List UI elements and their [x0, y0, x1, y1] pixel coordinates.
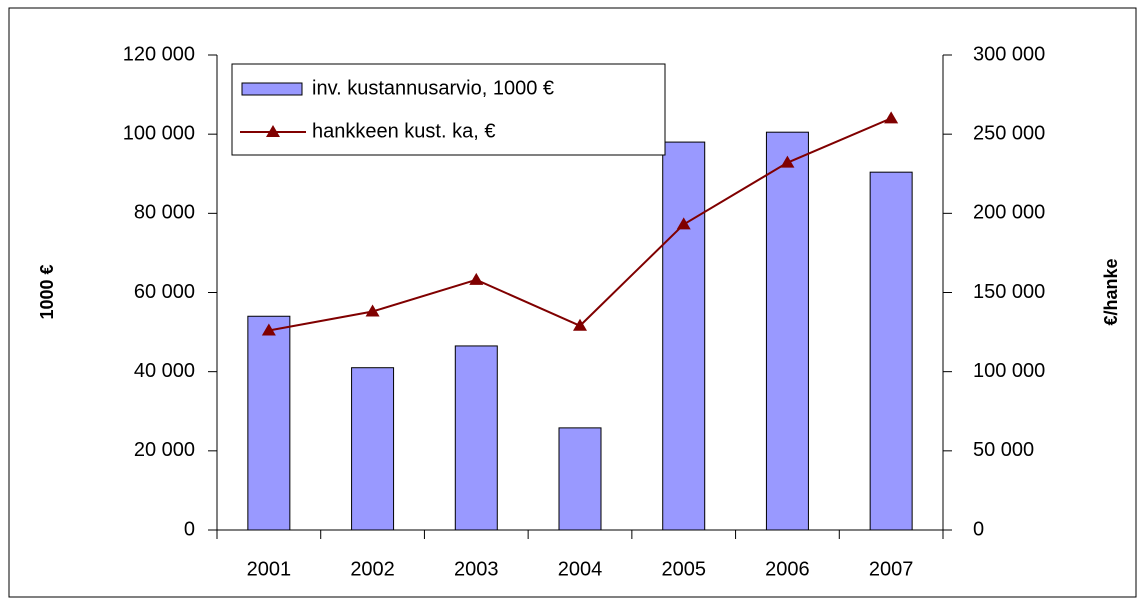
y2-tick-label: 50 000: [973, 439, 1034, 461]
bar: [454, 345, 498, 531]
y-tick-label: 0: [184, 518, 195, 540]
bar: [765, 131, 809, 531]
y-tick-label: 100 000: [123, 122, 195, 144]
legend-swatch: [241, 82, 303, 96]
legend-marker: [266, 125, 280, 137]
y2-axis-label: €/hanke: [1101, 258, 1121, 325]
x-tick-label: 2005: [661, 558, 706, 580]
legend-box: [231, 63, 666, 156]
line-marker: [261, 323, 276, 336]
y2-tick-label: 300 000: [973, 43, 1045, 65]
y-axis-label: 1000 €: [37, 264, 57, 319]
line-marker: [573, 318, 587, 331]
x-tick-label: 2003: [454, 558, 499, 580]
bar: [247, 315, 291, 531]
y2-tick-label: 0: [973, 518, 984, 540]
line-marker: [780, 155, 795, 168]
y2-tick-label: 200 000: [973, 202, 1045, 224]
legend-label: inv. kustannusarvio, 1000 €: [312, 77, 554, 99]
line-marker: [365, 304, 380, 317]
x-tick-label: 2001: [247, 558, 292, 580]
legend-label: hankkeen kust. ka, €: [312, 120, 495, 142]
y2-tick-label: 150 000: [973, 281, 1045, 303]
y-tick-label: 20 000: [134, 439, 195, 461]
bar: [662, 141, 706, 531]
line-marker: [676, 217, 691, 230]
x-tick-label: 2006: [765, 558, 810, 580]
line-marker: [469, 272, 484, 285]
bar: [351, 367, 395, 531]
x-tick-label: 2004: [558, 558, 603, 580]
y-tick-label: 60 000: [134, 281, 195, 303]
y-tick-label: 80 000: [134, 202, 195, 224]
y2-tick-label: 250 000: [973, 122, 1045, 144]
x-tick-label: 2002: [350, 558, 395, 580]
line-marker: [884, 111, 899, 124]
bar: [869, 171, 913, 531]
y-tick-label: 120 000: [123, 43, 195, 65]
y2-tick-label: 100 000: [973, 360, 1045, 382]
y-tick-label: 40 000: [134, 360, 195, 382]
bar: [558, 427, 602, 531]
x-tick-label: 2007: [869, 558, 914, 580]
